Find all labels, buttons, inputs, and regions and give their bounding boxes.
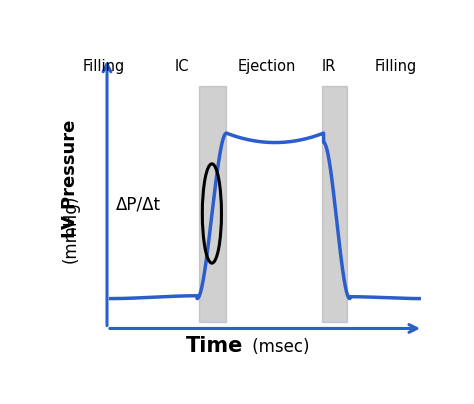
Text: IR: IR: [322, 59, 337, 74]
Bar: [322, 86, 347, 322]
Text: Filling: Filling: [82, 59, 125, 74]
Text: ΔP/Δt: ΔP/Δt: [116, 195, 161, 213]
Bar: [199, 86, 227, 322]
Text: Filling: Filling: [374, 59, 417, 74]
Text: IC: IC: [175, 59, 190, 74]
Text: Ejection: Ejection: [237, 59, 296, 74]
Text: Time: Time: [185, 337, 243, 356]
Text: LV Pressure: LV Pressure: [61, 120, 79, 238]
Text: (mmHg): (mmHg): [61, 195, 79, 263]
Text: (msec): (msec): [246, 339, 309, 356]
